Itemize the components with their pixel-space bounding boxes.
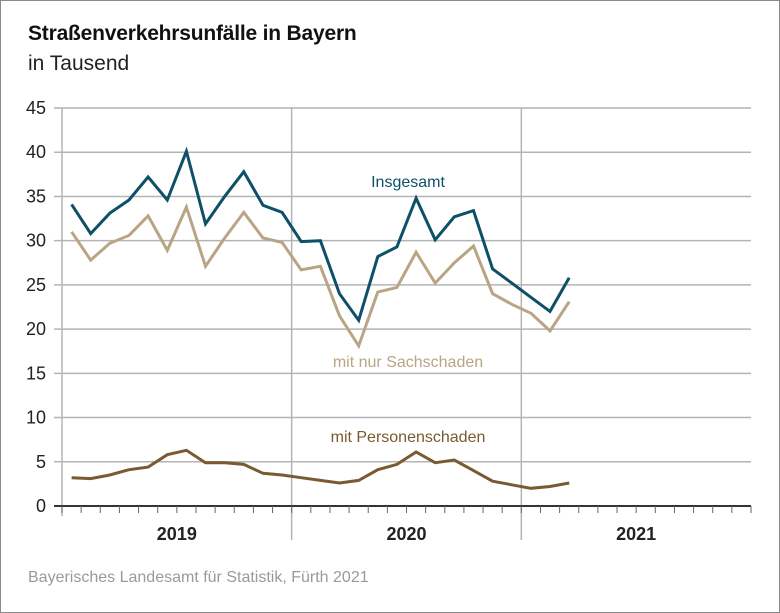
y-tick-label: 0	[36, 496, 46, 516]
x-group-label: 2020	[386, 524, 426, 544]
source-note: Bayerisches Landesamt für Statistik, Für…	[28, 569, 369, 586]
y-tick-label: 35	[26, 186, 46, 206]
y-tick-label: 45	[26, 98, 46, 118]
series-label-sachschaden: mit nur Sachschaden	[333, 354, 483, 371]
y-tick-label: 25	[26, 275, 46, 295]
series-line-mit-nur-sachschaden	[70, 202, 571, 350]
series-label-personenschaden: mit Personenschaden	[331, 429, 486, 446]
y-tick-label: 10	[26, 408, 46, 428]
y-tick-label: 15	[26, 363, 46, 383]
chart-title: Straßenverkehrsunfälle in Bayern	[28, 22, 357, 45]
x-group-label: 2021	[616, 524, 656, 544]
chart-subtitle: in Tausend	[28, 52, 130, 75]
y-axis: 0 5 10 15 20 25 30 35 40 45	[26, 98, 46, 516]
x-group-label: 2019	[157, 524, 197, 544]
grid	[54, 107, 751, 540]
series-label-insgesamt: Insgesamt	[371, 174, 445, 191]
y-tick-label: 20	[26, 319, 46, 339]
x-axis: 2019 2020 2021	[54, 505, 752, 544]
series-lines	[70, 146, 571, 490]
series-line-mit-personenschaden	[71, 448, 570, 490]
y-tick-label: 40	[26, 142, 46, 162]
y-tick-label: 30	[26, 231, 46, 251]
y-tick-label: 5	[36, 452, 46, 472]
